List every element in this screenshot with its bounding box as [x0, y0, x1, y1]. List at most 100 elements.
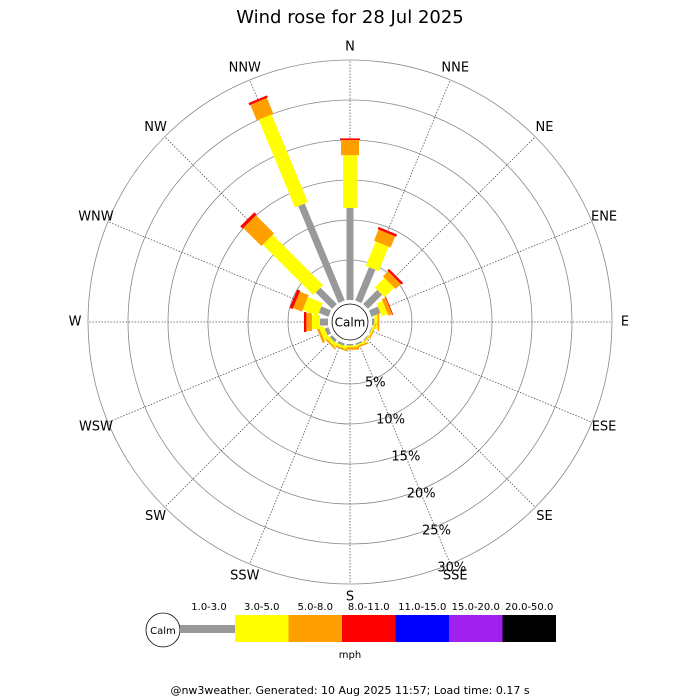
bar-segment	[355, 267, 376, 304]
bar-segment	[376, 300, 388, 317]
chart-title: Wind rose for 28 Jul 2025	[236, 7, 464, 28]
bar-segment	[315, 287, 337, 309]
direction-label: NNW	[229, 60, 261, 75]
bar-segment	[371, 318, 375, 326]
bar-segment	[365, 241, 389, 272]
ring-label: 15%	[391, 449, 420, 464]
legend-swatch	[235, 615, 289, 642]
legend-swatch	[449, 615, 503, 642]
spoke	[370, 221, 593, 314]
footer: @nw3weather. Generated: 10 Aug 2025 11:5…	[170, 684, 529, 697]
direction-label: WSW	[79, 420, 113, 435]
legend-label: 5.0-8.0	[298, 602, 333, 613]
bar-segment	[343, 345, 357, 348]
legend-label: 11.0-15.0	[398, 602, 446, 613]
bar-segment	[333, 341, 348, 350]
bar-segment	[292, 291, 309, 312]
spoke	[164, 337, 335, 508]
bar-segment	[289, 289, 301, 310]
spoke	[365, 337, 536, 508]
bar-segment	[368, 327, 373, 334]
bar-segment	[302, 297, 323, 317]
ring	[127, 99, 573, 545]
bar-segment	[341, 140, 359, 156]
direction-label: SSE	[443, 569, 468, 584]
bar-segment	[363, 289, 383, 309]
legend-unit: mph	[339, 650, 361, 661]
calm-label: Calm	[335, 316, 366, 330]
bar-segment	[343, 155, 357, 208]
direction-label: NW	[144, 120, 167, 135]
ring-label: 10%	[376, 412, 405, 427]
bar-segment	[387, 268, 404, 285]
ring-label: 20%	[407, 486, 436, 501]
bar-segment	[341, 347, 359, 350]
bar-segment	[346, 208, 354, 300]
bar-segment	[377, 313, 380, 331]
direction-label: ESE	[592, 420, 617, 435]
bar-segment	[306, 313, 313, 331]
bar-segment	[315, 325, 325, 344]
direction-label: N	[345, 40, 355, 55]
bar-segment	[337, 340, 345, 346]
ring	[87, 59, 613, 585]
spoke	[249, 342, 342, 565]
bar-segment	[243, 215, 275, 247]
bar-segment	[250, 97, 274, 121]
spoke	[107, 330, 330, 423]
legend-calm-label: Calm	[150, 626, 176, 637]
bar-segment	[381, 297, 393, 316]
direction-label: NNE	[441, 60, 469, 75]
legend-label: 15.0-20.0	[452, 602, 500, 613]
bar-segment	[346, 344, 354, 346]
direction-label: WNW	[78, 209, 114, 224]
bar-segment	[361, 333, 372, 344]
bar-segment	[298, 203, 345, 304]
bar-segment	[318, 306, 332, 317]
bar-segment	[240, 212, 257, 229]
legend-label: 8.0-11.0	[348, 602, 390, 613]
legend-label: 3.0-5.0	[244, 602, 279, 613]
direction-label: E	[621, 315, 629, 330]
legend-swatch	[395, 615, 449, 642]
bar-segment	[304, 312, 307, 332]
ring-label: 25%	[422, 523, 451, 538]
direction-label: SW	[145, 509, 166, 524]
ring-label: 30%	[437, 560, 466, 575]
legend-swatch	[180, 625, 235, 633]
bar-segment	[373, 229, 396, 248]
bar-segment	[384, 296, 394, 316]
spoke	[370, 330, 593, 423]
legend-label: 20.0-50.0	[505, 602, 553, 613]
legend-swatch	[502, 615, 556, 642]
bar-segment	[262, 234, 323, 295]
bar-segment	[369, 323, 377, 340]
direction-label: NE	[535, 120, 553, 135]
direction-label: S	[346, 590, 354, 605]
direction-label: W	[69, 315, 82, 330]
bar-segment	[318, 325, 329, 341]
bar-segment	[324, 327, 332, 336]
bar-segment	[312, 315, 320, 329]
bar-segment	[248, 95, 268, 106]
legend-swatch	[288, 615, 342, 642]
bar-segment	[363, 335, 369, 341]
bar-segment	[340, 138, 360, 140]
bar-segment	[320, 318, 328, 326]
ring-label: 5%	[365, 375, 386, 390]
bar-segment	[258, 114, 308, 208]
legend-swatch	[342, 615, 396, 642]
calm-circle	[331, 303, 369, 341]
bar-segment	[329, 335, 337, 343]
bar-segment	[355, 340, 363, 346]
direction-label: SE	[536, 509, 552, 524]
spoke	[358, 342, 451, 565]
legend-label: 1.0-3.0	[191, 602, 226, 613]
spoke	[107, 221, 330, 314]
bar-segment	[374, 277, 395, 298]
direction-label: SSW	[230, 569, 260, 584]
direction-label: ENE	[591, 209, 617, 224]
bar-segment	[377, 226, 398, 237]
